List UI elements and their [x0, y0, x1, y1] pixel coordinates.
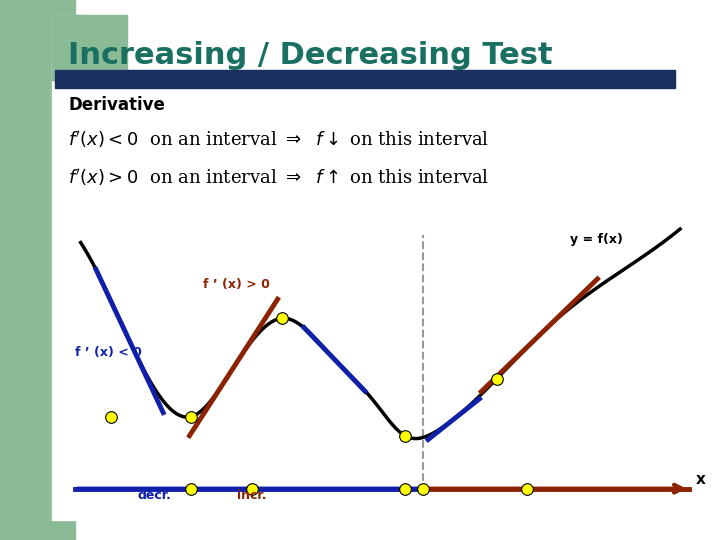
- Point: [105, 413, 117, 421]
- Text: decr.: decr.: [137, 489, 171, 502]
- Bar: [52, 15, 127, 80]
- Bar: [0, 0, 75, 540]
- Point: [418, 484, 429, 493]
- Bar: [55, 70, 675, 88]
- Point: [521, 484, 533, 493]
- Point: [399, 431, 410, 440]
- Text: $f'(x) < 0$  on an interval $\Rightarrow$  $f\downarrow$ on this interval: $f'(x) < 0$ on an interval $\Rightarrow$…: [68, 130, 489, 151]
- Point: [246, 484, 258, 493]
- Text: Increasing / Decreasing Test: Increasing / Decreasing Test: [68, 42, 553, 71]
- Bar: [52, 15, 82, 80]
- Text: y = f(x): y = f(x): [570, 233, 623, 246]
- Point: [276, 314, 288, 322]
- Text: f ’ (x) > 0: f ’ (x) > 0: [203, 278, 270, 291]
- Point: [491, 375, 503, 383]
- Point: [185, 413, 197, 421]
- Point: [185, 484, 197, 493]
- Text: Derivative: Derivative: [68, 96, 165, 114]
- Text: incr.: incr.: [237, 489, 266, 502]
- Text: x: x: [696, 472, 705, 487]
- Text: f ’ (x) < 0: f ’ (x) < 0: [74, 346, 141, 359]
- Point: [399, 484, 410, 493]
- Text: $f'(x) > 0$  on an interval $\Rightarrow$  $f\uparrow$ on this interval: $f'(x) > 0$ on an interval $\Rightarrow$…: [68, 167, 489, 188]
